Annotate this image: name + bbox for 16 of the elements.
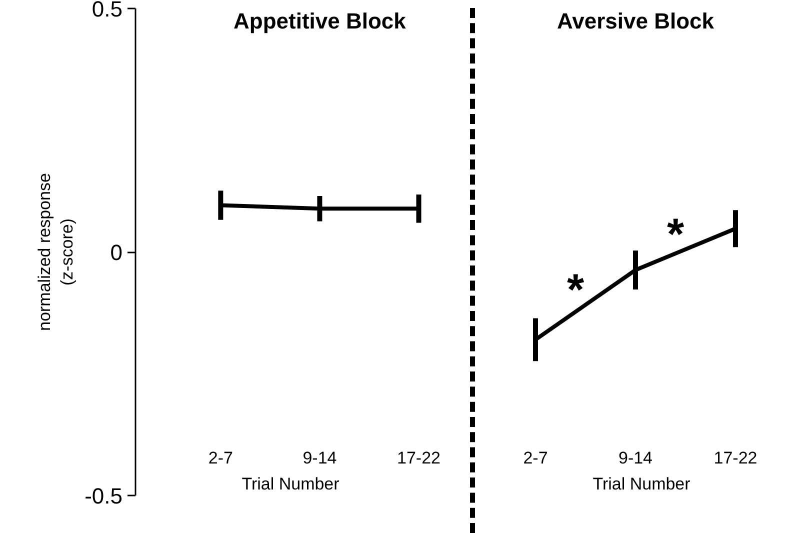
- x-axis-title: Trial Number: [592, 474, 691, 494]
- x-tick-label: 2-7: [208, 448, 233, 468]
- chart-title: Appetitive Block: [234, 8, 407, 34]
- y-tick-label: 0: [110, 240, 123, 265]
- x-tick-label: 9-14: [302, 448, 337, 468]
- x-tick-label: 9-14: [618, 448, 653, 468]
- x-axis-title: Trial Number: [242, 474, 340, 494]
- x-tick-label: 17-22: [714, 448, 758, 468]
- y-tick-label: -0.5: [84, 484, 123, 508]
- y-axis-title: normalized response (z-score): [34, 173, 77, 331]
- annotation: *: [666, 210, 685, 260]
- chart-title: Aversive Block: [557, 8, 715, 34]
- annotation: *: [566, 266, 585, 315]
- y-tick-label: 0.5: [92, 0, 123, 22]
- x-tick-label: 17-22: [397, 448, 441, 468]
- x-tick-label: 2-7: [523, 448, 548, 468]
